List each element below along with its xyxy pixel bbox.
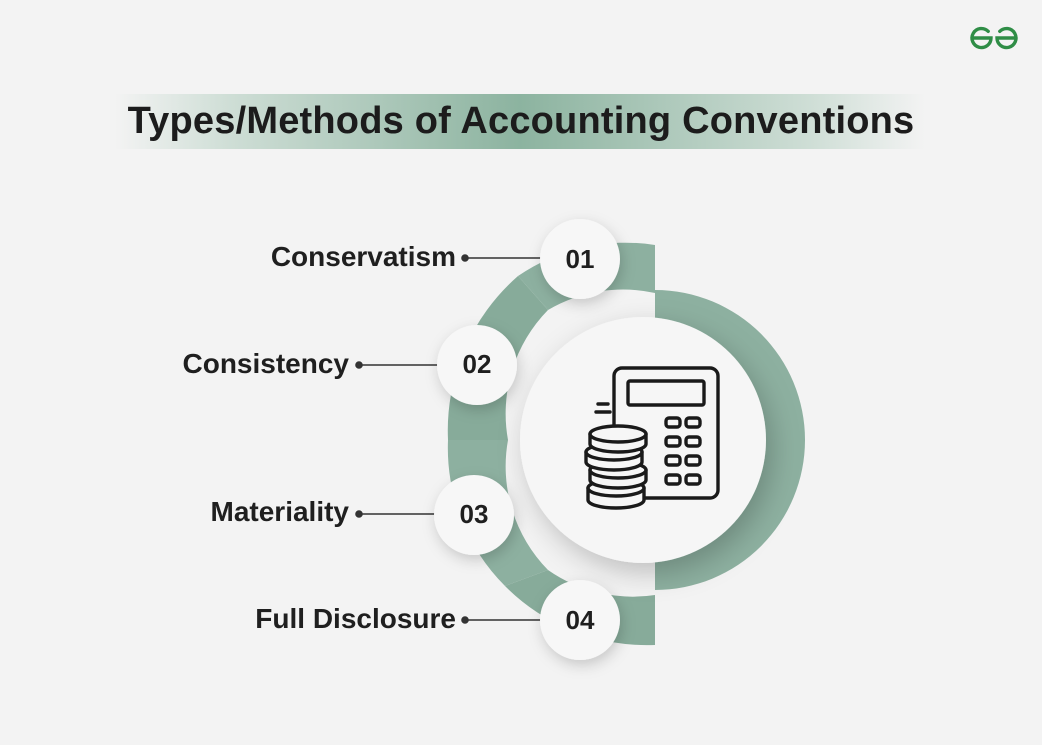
- number-circle-01: [540, 219, 620, 299]
- item-number-01: 01: [565, 244, 595, 274]
- item-label-conservatism: Conservatism: [270, 241, 456, 272]
- number-circle-02: [437, 325, 517, 405]
- item-number-04: 04: [565, 605, 595, 635]
- number-circle-04: [540, 580, 620, 660]
- item-label-materiality: Materiality: [210, 496, 350, 527]
- connectors: [355, 254, 557, 624]
- number-circles: [434, 219, 620, 660]
- item-number-02: 02: [462, 349, 492, 379]
- calculator-coins-icon: [584, 366, 720, 510]
- page-title: Types/Methods of Accounting Conventions: [127, 100, 915, 142]
- geeksforgeeks-logo-icon: [970, 26, 1018, 50]
- number-circle-03: [434, 475, 514, 555]
- title-highlight-band: [115, 94, 925, 149]
- ring-right-arc: [655, 290, 805, 590]
- item-number-03: 03: [459, 499, 489, 529]
- item-label-full-disclosure: Full Disclosure: [255, 603, 456, 634]
- item-label-consistency: Consistency: [182, 348, 350, 379]
